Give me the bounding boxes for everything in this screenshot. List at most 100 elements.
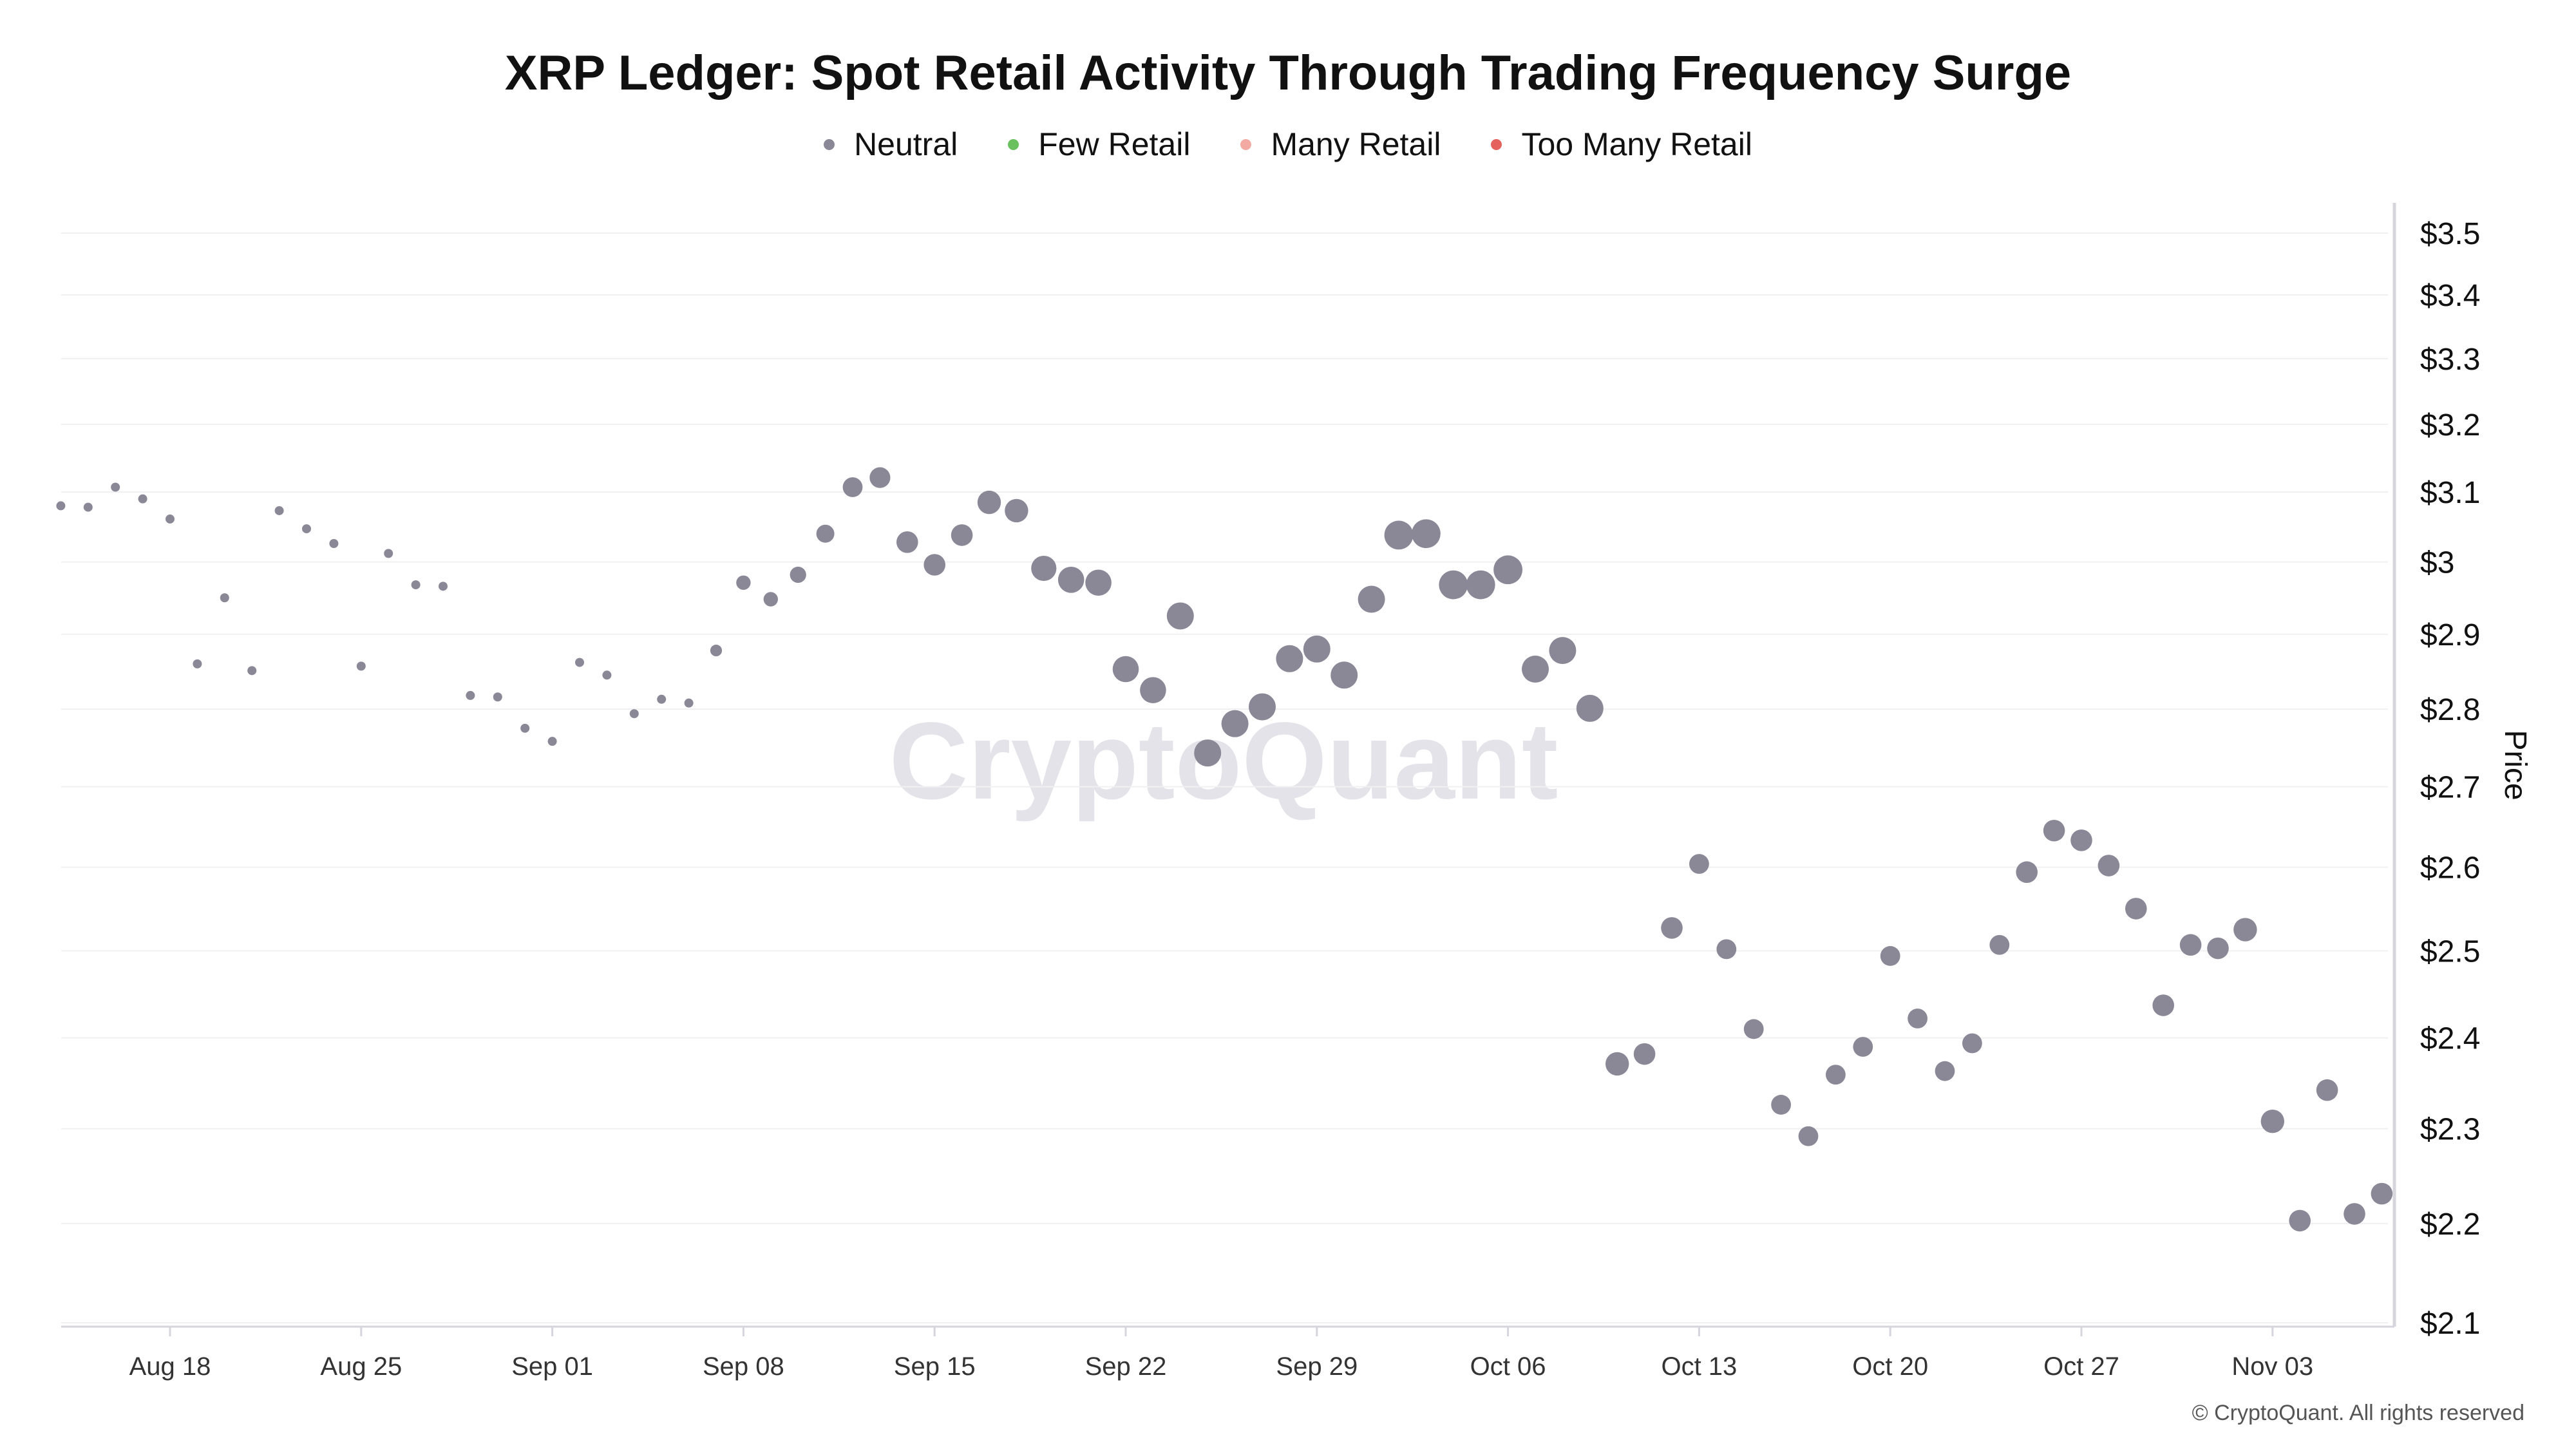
data-point: [1989, 934, 2010, 955]
y-axis-label: Price: [2498, 730, 2532, 800]
y-tick-label: $2.1: [2420, 1307, 2480, 1341]
data-point: [1031, 555, 1057, 582]
data-point: [1194, 739, 1222, 767]
data-point: [2233, 918, 2257, 942]
data-point: [329, 539, 339, 549]
y-tick-label: $2.5: [2420, 934, 2480, 969]
legend-marker: [1240, 138, 1252, 150]
data-point: [1826, 1065, 1846, 1085]
x-tick-label: Sep 08: [703, 1352, 784, 1381]
data-point: [220, 593, 229, 603]
data-point: [1689, 854, 1709, 874]
legend-label: Many Retail: [1271, 126, 1441, 162]
data-point: [411, 580, 421, 590]
data-point: [1221, 710, 1249, 737]
data-point: [1935, 1061, 1955, 1081]
data-point: [56, 501, 66, 511]
data-point: [951, 524, 973, 546]
data-point: [356, 661, 366, 671]
data-point: [166, 514, 175, 524]
x-tick-label: Oct 27: [2043, 1352, 2119, 1381]
data-point: [790, 566, 806, 583]
data-point: [1549, 637, 1577, 665]
data-point: [2070, 829, 2092, 851]
data-point: [466, 690, 475, 700]
data-point: [896, 531, 918, 553]
data-point: [138, 494, 147, 504]
x-tick-label: Nov 03: [2231, 1352, 2313, 1381]
data-point: [869, 467, 891, 488]
y-tick-label: $3.4: [2420, 279, 2480, 313]
x-tick-label: Oct 20: [1852, 1352, 1928, 1381]
data-point: [1303, 635, 1331, 663]
data-point: [493, 692, 502, 702]
data-point: [2098, 855, 2120, 876]
copyright-text: © CryptoQuant. All rights reserved: [2192, 1401, 2524, 1425]
y-tick-label: $2.8: [2420, 693, 2480, 727]
data-point: [736, 575, 751, 590]
legend-item-neutral[interactable]: Neutral: [824, 126, 958, 163]
data-point: [302, 524, 311, 534]
data-point: [710, 645, 723, 657]
data-point: [1633, 1043, 1656, 1065]
data-point: [1576, 694, 1604, 722]
legend-item-too-many-retail[interactable]: Too Many Retail: [1491, 126, 1752, 163]
data-point: [2043, 819, 2065, 842]
data-point: [842, 477, 863, 497]
legend-marker: [824, 138, 835, 150]
data-point: [1085, 569, 1112, 596]
data-point: [657, 694, 667, 704]
y-tick-label: $2.6: [2420, 851, 2480, 886]
data-point: [1249, 693, 1276, 721]
x-tick-label: Oct 13: [1661, 1352, 1737, 1381]
data-point: [1439, 570, 1468, 600]
data-point: [274, 506, 284, 515]
data-point: [2016, 861, 2038, 884]
data-point: [2371, 1182, 2393, 1205]
data-point: [1166, 602, 1194, 630]
legend-label: Few Retail: [1038, 126, 1191, 162]
data-point: [2125, 898, 2147, 920]
data-point: [1466, 570, 1495, 600]
data-point: [1908, 1009, 1928, 1028]
x-tick-label: Aug 18: [129, 1352, 211, 1381]
data-point: [1798, 1126, 1819, 1146]
data-point: [763, 592, 779, 607]
data-point: [439, 582, 448, 591]
y-tick-label: $3.1: [2420, 476, 2480, 510]
data-point: [2179, 934, 2202, 956]
data-point: [1057, 567, 1084, 593]
data-point: [816, 524, 835, 543]
data-point: [684, 698, 694, 708]
data-point: [1880, 946, 1900, 966]
x-tick-label: Sep 01: [511, 1352, 593, 1381]
legend-item-few-retail[interactable]: Few Retail: [1008, 126, 1190, 163]
data-point: [1771, 1095, 1792, 1115]
data-point: [1358, 585, 1385, 613]
x-tick-label: Sep 22: [1085, 1352, 1167, 1381]
legend-marker: [1008, 138, 1019, 150]
data-point: [520, 723, 530, 733]
data-point: [629, 709, 639, 719]
data-point: [1412, 519, 1441, 549]
data-point: [1112, 656, 1139, 683]
data-point: [83, 502, 93, 512]
y-tick-label: $3.3: [2420, 343, 2480, 377]
data-point: [2344, 1203, 2365, 1225]
y-tick-label: $3.5: [2420, 217, 2480, 251]
data-point: [2207, 937, 2229, 960]
chart-title: XRP Ledger: Spot Retail Activity Through…: [504, 46, 2072, 100]
data-point: [2152, 994, 2174, 1016]
data-point: [1743, 1019, 1764, 1039]
data-point: [247, 666, 257, 676]
data-point: [193, 659, 202, 668]
data-point: [1493, 555, 1523, 585]
data-point: [384, 549, 393, 558]
y-tick-label: $2.7: [2420, 771, 2480, 805]
data-point: [1605, 1052, 1629, 1076]
data-point: [2260, 1109, 2284, 1133]
y-tick-label: $2.4: [2420, 1022, 2480, 1056]
data-point: [2289, 1209, 2311, 1232]
data-point: [547, 737, 557, 746]
legend-item-many-retail[interactable]: Many Retail: [1240, 126, 1441, 163]
